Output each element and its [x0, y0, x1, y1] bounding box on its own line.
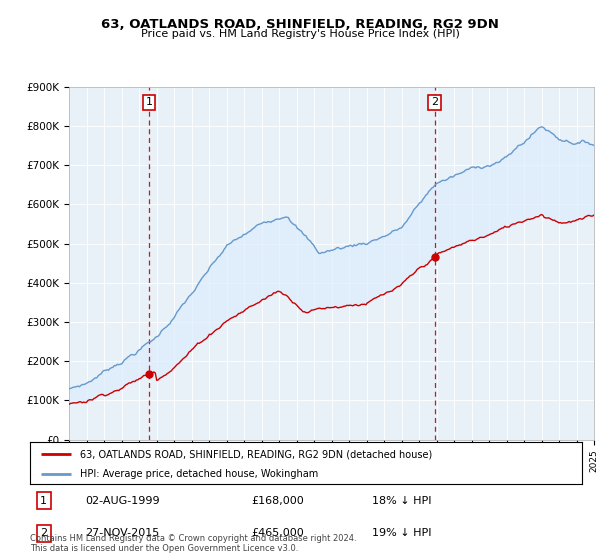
Text: £168,000: £168,000: [251, 496, 304, 506]
Text: 18% ↓ HPI: 18% ↓ HPI: [372, 496, 432, 506]
Text: 2: 2: [40, 529, 47, 538]
Text: 63, OATLANDS ROAD, SHINFIELD, READING, RG2 9DN: 63, OATLANDS ROAD, SHINFIELD, READING, R…: [101, 18, 499, 31]
Text: 27-NOV-2015: 27-NOV-2015: [85, 529, 160, 538]
Text: 19% ↓ HPI: 19% ↓ HPI: [372, 529, 432, 538]
Text: 63, OATLANDS ROAD, SHINFIELD, READING, RG2 9DN (detached house): 63, OATLANDS ROAD, SHINFIELD, READING, R…: [80, 449, 432, 459]
Text: £465,000: £465,000: [251, 529, 304, 538]
Text: HPI: Average price, detached house, Wokingham: HPI: Average price, detached house, Woki…: [80, 469, 318, 479]
Text: 02-AUG-1999: 02-AUG-1999: [85, 496, 160, 506]
Text: Contains HM Land Registry data © Crown copyright and database right 2024.
This d: Contains HM Land Registry data © Crown c…: [30, 534, 356, 553]
Text: Price paid vs. HM Land Registry's House Price Index (HPI): Price paid vs. HM Land Registry's House …: [140, 29, 460, 39]
Text: 1: 1: [146, 97, 152, 108]
Text: 1: 1: [40, 496, 47, 506]
Text: 2: 2: [431, 97, 439, 108]
